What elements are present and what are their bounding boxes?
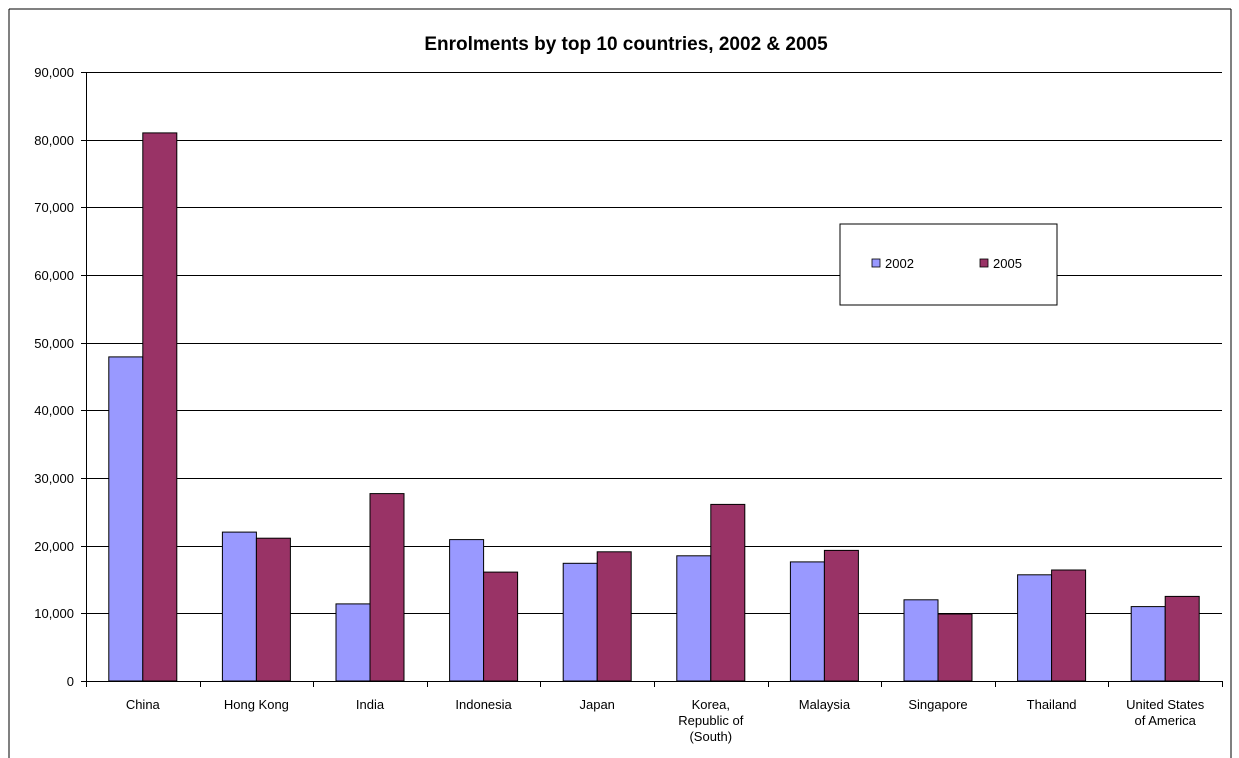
x-category-label: Singapore (908, 697, 967, 712)
bar-2005-6 (823, 549, 859, 682)
legend-label-2005: 2005 (993, 256, 1022, 271)
y-tick-label: 80,000 (34, 133, 74, 148)
x-category-label: Korea, (692, 697, 730, 712)
y-tick-label: 10,000 (34, 606, 74, 621)
bar-2005-2 (369, 493, 405, 682)
x-category-label: China (126, 697, 161, 712)
bar-2002-2 (335, 603, 371, 682)
x-category-label: (South) (689, 729, 732, 744)
bar-2002-6 (789, 561, 825, 682)
chart-title: Enrolments by top 10 countries, 2002 & 2… (424, 34, 828, 55)
bar-2002-5 (676, 555, 712, 682)
legend-label-2002: 2002 (885, 256, 914, 271)
bar-2002-0 (108, 356, 144, 682)
bar-2005-8 (1051, 569, 1087, 682)
grid-lines (86, 72, 1222, 614)
legend-swatch-2005 (979, 258, 989, 268)
x-category-label: Hong Kong (224, 697, 289, 712)
x-category-label: United States (1126, 697, 1205, 712)
x-category-label: India (356, 697, 385, 712)
x-category-label: Indonesia (455, 697, 512, 712)
legend-swatch-2002 (871, 258, 881, 268)
legend: 2002 2005 (839, 223, 1058, 306)
x-category-label: Malaysia (799, 697, 851, 712)
bar-2002-1 (221, 531, 257, 682)
bar-2002-7 (903, 599, 939, 682)
bar-2005-9 (1164, 595, 1200, 682)
bar-2005-1 (255, 537, 291, 682)
y-tick-label: 50,000 (34, 336, 74, 351)
bar-2005-4 (596, 551, 632, 682)
bar-2005-7 (937, 613, 973, 682)
bar-2005-0 (142, 132, 178, 682)
bar-2002-4 (562, 562, 598, 682)
x-category-label: Japan (579, 697, 614, 712)
y-tick-label: 60,000 (34, 268, 74, 283)
x-axis-category-labels: China Hong Kong India Indonesia Japan Korea,R… (126, 697, 1205, 744)
y-tick-label: 20,000 (34, 539, 74, 554)
y-tick-label: 0 (67, 674, 74, 689)
x-category-label: of America (1134, 713, 1196, 728)
bar-2002-9 (1130, 606, 1166, 682)
y-tick-label: 90,000 (34, 65, 74, 80)
y-tick-label: 70,000 (34, 200, 74, 215)
bar-2002-8 (1017, 574, 1053, 682)
y-axis-tick-labels: 0 10,000 20,000 30,000 40,000 50,000 60,000 70,… (34, 65, 74, 689)
y-tick-label: 40,000 (34, 403, 74, 418)
x-category-label: Republic of (678, 713, 743, 728)
bar-2005-3 (483, 571, 519, 682)
y-tick-label: 30,000 (34, 471, 74, 486)
bar-2002-3 (449, 539, 485, 682)
x-category-label: Thailand (1027, 697, 1077, 712)
bar-2005-5 (710, 503, 746, 682)
axes (81, 72, 1223, 687)
